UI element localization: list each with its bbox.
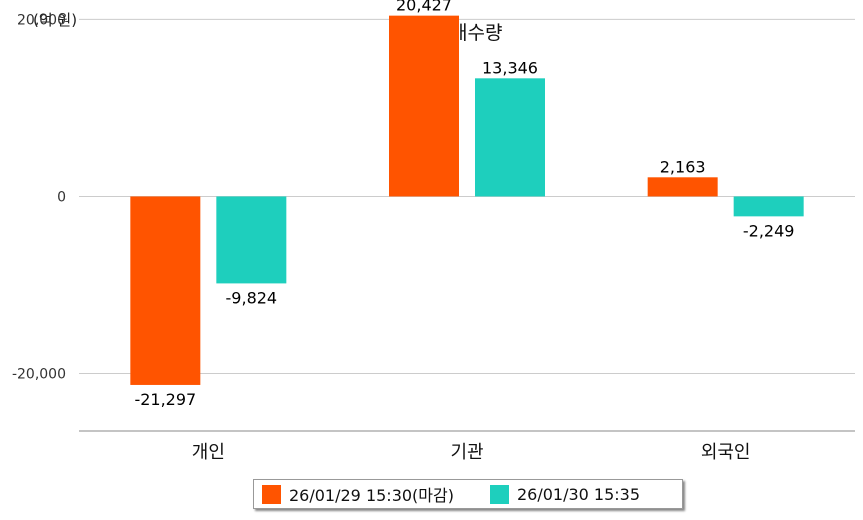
data-label: -9,824 <box>226 288 278 307</box>
x-tick-label: 외국인 <box>701 442 751 463</box>
data-label: 13,346 <box>482 58 538 77</box>
bar <box>647 177 718 197</box>
y-tick-label: -20,000 <box>12 366 66 382</box>
legend-item-series-2[interactable]: 26/01/30 15:35 <box>489 484 641 504</box>
bar <box>130 196 201 385</box>
legend-item-series-1[interactable]: 26/01/29 15:30(마감) <box>262 482 454 506</box>
data-label: -21,297 <box>134 390 196 409</box>
x-tick-label: 기관 <box>450 442 483 463</box>
y-tick-label: 0 <box>57 189 66 205</box>
y-tick-label: 20,000 <box>17 12 66 28</box>
bar <box>733 196 804 217</box>
x-tick-label: 개인 <box>192 442 225 463</box>
legend-label-series-2: 26/01/30 15:35 <box>516 484 641 504</box>
unit-label: (억 원) <box>33 11 78 29</box>
data-label: 2,163 <box>660 157 706 176</box>
data-label: 20,427 <box>396 0 452 15</box>
legend-swatch-series-2 <box>489 484 509 504</box>
legend-swatch-series-1 <box>262 484 281 504</box>
bar <box>216 196 287 284</box>
legend: 26/01/29 15:30(마감) 26/01/30 15:35 <box>253 479 683 509</box>
legend-label-series-1: 26/01/29 15:30(마감) <box>289 486 454 505</box>
bar <box>475 78 545 197</box>
data-label: -2,249 <box>743 221 795 240</box>
bar <box>389 15 459 197</box>
